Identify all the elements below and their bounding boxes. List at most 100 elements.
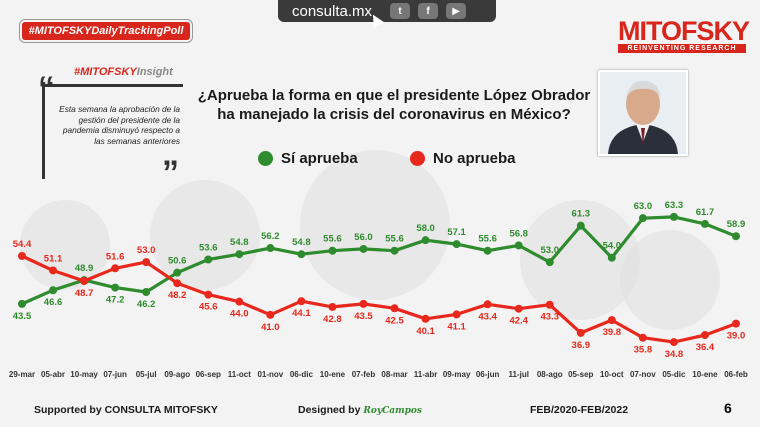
disapprove-data-label: 35.8 — [634, 345, 653, 356]
approve-data-label: 53.6 — [199, 242, 218, 253]
approve-point — [700, 219, 709, 228]
approve-point — [483, 246, 492, 255]
approve-point — [173, 268, 182, 277]
insight-hashtag: #MITOFSKY — [74, 66, 137, 78]
approve-data-label: 53.0 — [540, 245, 559, 256]
disapprove-point — [483, 300, 492, 309]
disapprove-point — [638, 333, 647, 342]
x-tick-label: 07-nov — [630, 370, 656, 379]
approve-point — [390, 246, 399, 255]
disapprove-point — [142, 258, 151, 267]
approve-point — [732, 232, 740, 241]
disapprove-point — [669, 338, 678, 347]
approve-point — [421, 236, 430, 245]
approve-point — [638, 214, 647, 223]
x-tick-label: 06-sep — [196, 370, 221, 379]
disapprove-point — [545, 300, 554, 309]
approve-data-label: 48.9 — [75, 263, 94, 274]
background-virus-shape — [620, 230, 720, 330]
x-tick-label: 08-mar — [381, 370, 407, 379]
brand-name: MITOFSKY — [618, 16, 750, 46]
footer-designed-label: Designed by — [298, 404, 361, 416]
approve-data-label: 55.6 — [478, 234, 497, 245]
footer-period: FEB/2020-FEB/2022 — [530, 404, 629, 416]
facebook-icon[interactable]: f — [418, 3, 439, 19]
legend-approve-label: Sí aprueba — [281, 150, 358, 167]
disapprove-data-label: 48.7 — [75, 288, 94, 299]
x-tick-label: 08-ago — [537, 370, 563, 379]
disapprove-point — [421, 314, 430, 323]
approve-data-label: 54.8 — [230, 237, 249, 248]
x-tick-label: 05-jul — [136, 370, 157, 379]
site-link[interactable]: consulta.mx — [292, 2, 373, 20]
disapprove-data-label: 43.3 — [540, 312, 559, 323]
approve-data-label: 56.8 — [509, 228, 528, 239]
disapprove-point — [204, 290, 213, 299]
disapprove-data-label: 43.4 — [478, 311, 497, 322]
disapprove-data-label: 34.8 — [665, 349, 684, 360]
approve-data-label: 55.6 — [385, 234, 404, 245]
open-quote-icon: “ — [38, 70, 55, 108]
disapprove-point — [328, 302, 337, 311]
disapprove-point — [173, 279, 182, 288]
disapprove-data-label: 45.6 — [199, 302, 218, 313]
approve-data-label: 63.0 — [634, 201, 653, 212]
insight-text: Esta semana la aprobación de la gestión … — [59, 104, 180, 146]
x-tick-label: 06-feb — [724, 370, 748, 379]
x-tick-label: 10-ene — [692, 370, 718, 379]
x-tick-label: 09-ago — [164, 370, 190, 379]
approve-point — [18, 299, 26, 308]
approve-data-label: 58.0 — [416, 223, 435, 234]
approve-data-label: 56.0 — [354, 232, 373, 243]
youtube-icon[interactable]: ▶ — [446, 3, 467, 19]
approve-point — [359, 244, 368, 253]
disapprove-data-label: 51.6 — [106, 251, 125, 262]
tracking-poll-tag: #MITOFSKYDailyTrackingPoll — [22, 22, 190, 40]
approve-point — [297, 250, 306, 259]
disapprove-point — [576, 328, 585, 337]
close-quote-icon: ” — [162, 154, 179, 192]
disapprove-data-label: 36.9 — [572, 340, 591, 351]
x-tick-label: 07-feb — [352, 370, 376, 379]
disapprove-point — [514, 304, 523, 313]
x-tick-label: 05-abr — [41, 370, 65, 379]
approve-data-label: 61.3 — [572, 209, 591, 220]
disapprove-data-label: 42.4 — [509, 316, 528, 327]
approve-data-label: 58.9 — [727, 219, 746, 230]
x-tick-label: 29-mar — [9, 370, 35, 379]
x-tick-label: 01-nov — [257, 370, 283, 379]
x-tick-label: 05-dic — [662, 370, 686, 379]
approve-data-label: 46.2 — [137, 299, 156, 310]
x-tick-label: 10-may — [70, 370, 98, 379]
legend-disapprove: No aprueba — [410, 150, 516, 167]
disapprove-point — [700, 331, 709, 340]
approve-point — [452, 240, 461, 249]
approve-point — [576, 221, 585, 230]
approve-point — [669, 212, 678, 221]
x-tick-label: 05-sep — [568, 370, 593, 379]
survey-question: ¿Aprueba la forma en que el presidente L… — [197, 87, 591, 123]
disapprove-data-label: 54.4 — [13, 239, 32, 250]
x-tick-label: 10-oct — [600, 370, 624, 379]
disapprove-point — [607, 316, 616, 325]
approve-point — [545, 258, 554, 267]
twitter-icon[interactable]: t — [390, 3, 411, 19]
insight-hashtag-suffix: Insight — [136, 66, 173, 78]
approve-data-label: 57.1 — [447, 227, 466, 238]
legend-approve: Sí aprueba — [258, 150, 358, 167]
approve-point — [142, 288, 151, 296]
disapprove-data-label: 39.8 — [603, 327, 622, 338]
disapprove-series-line — [21, 254, 737, 344]
page-number: 6 — [724, 400, 732, 416]
top-bar: consulta.mx t f ▶ — [278, 0, 496, 22]
approve-point — [607, 253, 616, 262]
disapprove-data-label: 42.5 — [385, 315, 404, 326]
approve-data-label: 54.0 — [603, 241, 622, 252]
disapprove-data-label: 51.1 — [44, 253, 63, 264]
disapprove-data-label: 41.0 — [261, 322, 280, 333]
approve-point — [235, 250, 244, 259]
x-tick-label: 11-jul — [508, 370, 528, 379]
approve-data-label: 43.5 — [13, 311, 32, 322]
approve-data-label: 47.2 — [106, 295, 125, 306]
